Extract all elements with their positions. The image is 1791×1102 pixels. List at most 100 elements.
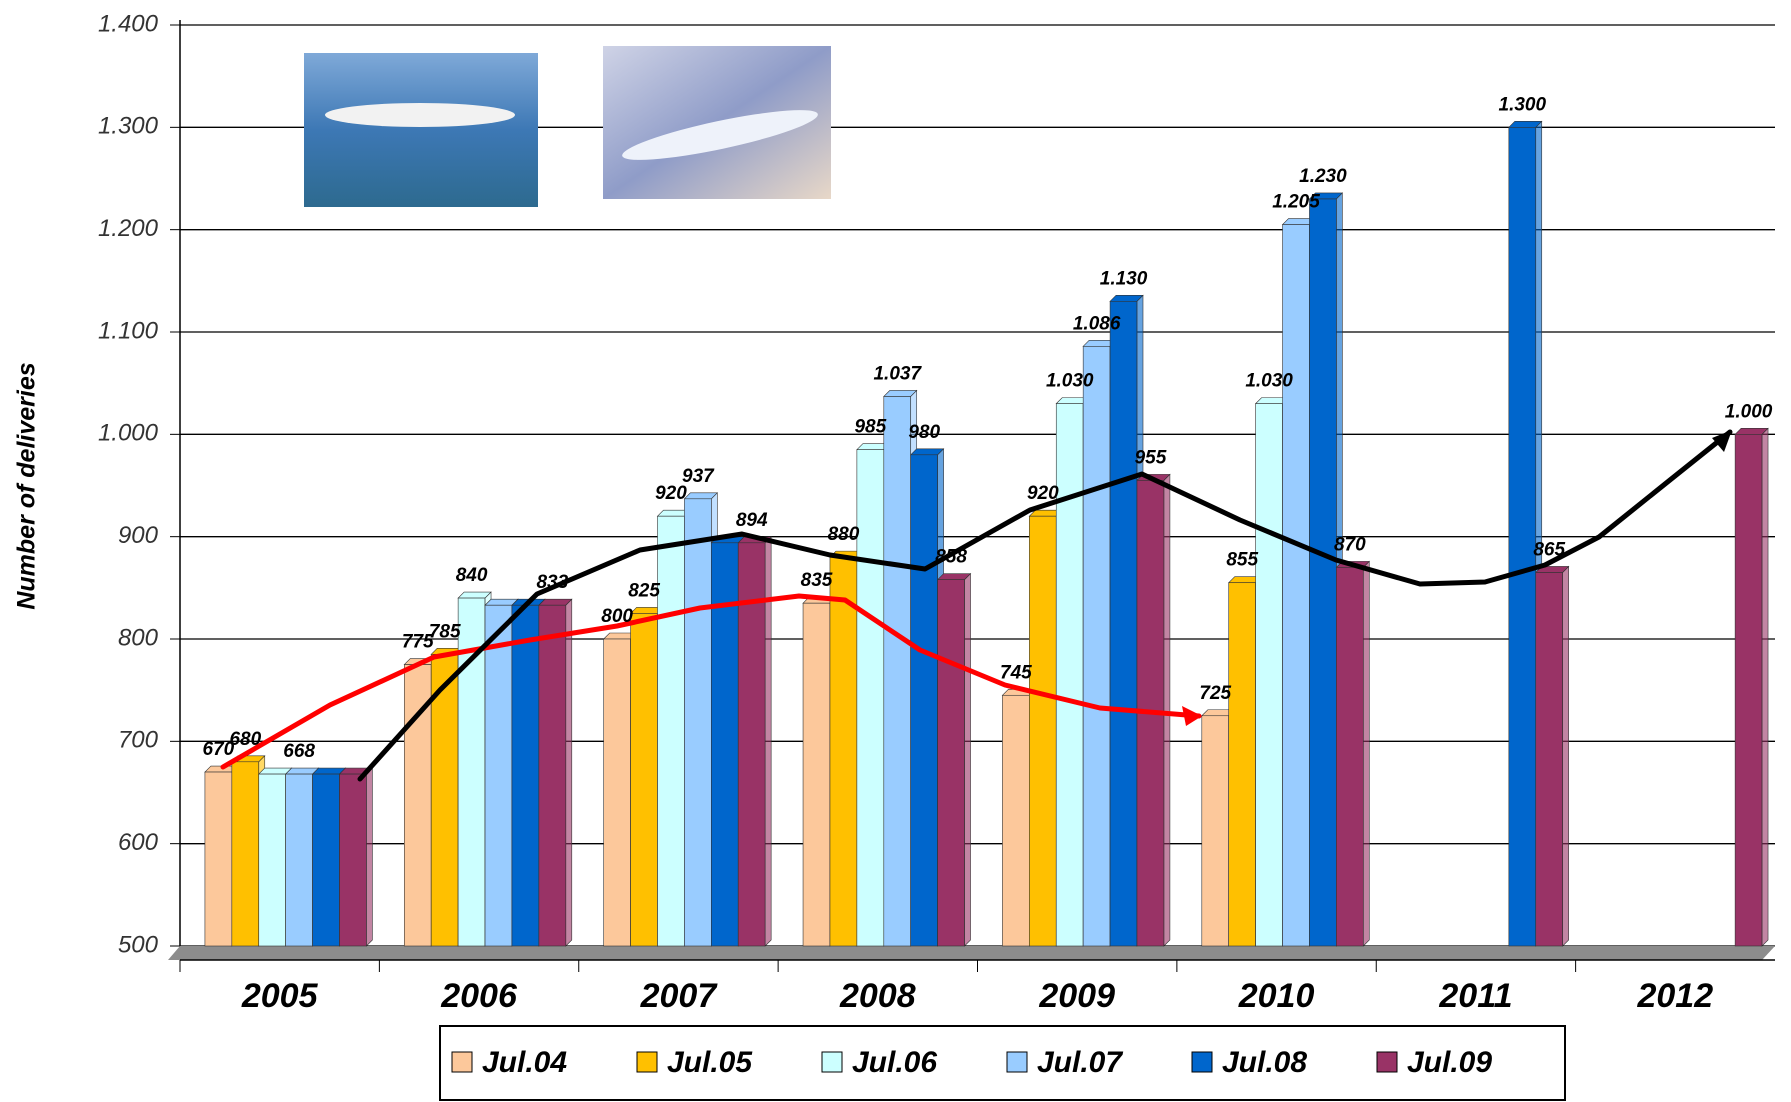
- legend-swatch: [1191, 1051, 1213, 1073]
- legend-label: Jul.09: [1407, 1046, 1492, 1079]
- value-label: 668: [283, 741, 315, 762]
- value-label: 825: [628, 580, 660, 601]
- bar: [1055, 403, 1084, 947]
- arrow-head: [1182, 706, 1202, 726]
- x-tick-label: 2009: [1038, 977, 1115, 1015]
- bar: [339, 773, 367, 947]
- value-label: 833: [536, 572, 568, 593]
- y-tick-label: 1.300: [98, 113, 159, 140]
- bar: [312, 773, 340, 947]
- bar-side: [1362, 560, 1370, 947]
- x-tick-label: 2011: [1438, 977, 1512, 1015]
- floor: [168, 946, 1775, 960]
- value-label: 1.086: [1073, 313, 1121, 334]
- bar: [1029, 515, 1057, 947]
- bar: [937, 579, 965, 947]
- bar: [1255, 403, 1283, 947]
- bar: [910, 454, 938, 947]
- value-label: 1.300: [1499, 94, 1547, 115]
- value-label: 725: [1199, 683, 1231, 704]
- legend-swatch: [636, 1051, 658, 1073]
- bar: [657, 515, 685, 947]
- value-label: 1.000: [1725, 401, 1773, 422]
- value-label: 920: [655, 483, 687, 504]
- y-tick-label: 1.400: [98, 10, 159, 37]
- y-tick-label: 900: [118, 522, 159, 549]
- x-tick-label: 2006: [440, 977, 518, 1015]
- legend-label: Jul.06: [852, 1046, 937, 1079]
- y-tick-label: 600: [118, 829, 159, 856]
- bar: [511, 604, 540, 947]
- bar: [1002, 694, 1030, 947]
- legend-items: Jul.04 Jul.05 Jul.06 Jul.07 Jul.08 Jul.09: [451, 1046, 1492, 1079]
- value-label: 920: [1027, 483, 1059, 504]
- bar-side: [1163, 473, 1171, 947]
- value-label: 865: [1533, 539, 1565, 560]
- airplane-image: [304, 53, 538, 207]
- y-tick-label: 700: [118, 727, 159, 754]
- bar: [1508, 127, 1537, 947]
- value-label: 980: [908, 422, 940, 443]
- legend-swatch: [451, 1051, 473, 1073]
- y-axis-title: Number of deliveries: [13, 362, 41, 609]
- bar: [737, 542, 766, 947]
- bar: [630, 613, 658, 947]
- bar: [883, 396, 912, 947]
- bar: [1201, 715, 1230, 947]
- bar-side: [565, 598, 573, 947]
- y-tick-label: 800: [118, 624, 159, 651]
- legend-label: Jul.05: [667, 1046, 753, 1079]
- value-label: 680: [229, 729, 261, 750]
- bar: [603, 638, 631, 947]
- y-tick-label: 1.000: [98, 420, 159, 447]
- value-label: 894: [736, 510, 768, 531]
- value-label: 835: [801, 570, 833, 591]
- legend-swatch: [1376, 1051, 1398, 1073]
- bar: [231, 761, 260, 947]
- value-label: 745: [1000, 662, 1032, 683]
- bar: [1082, 346, 1111, 947]
- value-label: 840: [456, 565, 488, 586]
- bar: [1309, 198, 1337, 947]
- bar: [484, 604, 513, 947]
- bar: [1228, 582, 1256, 947]
- value-label: 1.230: [1299, 166, 1347, 187]
- value-label: 1.037: [873, 363, 922, 384]
- value-label: 800: [601, 606, 633, 627]
- trend-line-black: [357, 429, 1733, 782]
- arrow-head: [1712, 430, 1732, 452]
- bar: [1109, 300, 1138, 947]
- bar: [711, 542, 739, 947]
- value-label: 670: [203, 739, 235, 760]
- y-tick-label: 1.200: [98, 215, 159, 242]
- bar-side: [964, 572, 971, 947]
- x-tick-label: 2012: [1636, 977, 1713, 1015]
- bar-side: [1761, 427, 1769, 947]
- airplane-shape: [622, 110, 818, 160]
- x-tick-label: 2005: [241, 977, 319, 1015]
- bar: [204, 771, 233, 947]
- legend-swatch: [1006, 1051, 1028, 1073]
- legend-label: Jul.07: [1037, 1046, 1123, 1079]
- bar: [856, 449, 885, 947]
- value-label: 1.205: [1272, 192, 1320, 213]
- y-tick-label: 500: [118, 931, 159, 958]
- value-label: 870: [1334, 534, 1366, 555]
- bar: [1282, 224, 1310, 947]
- airplane-shape: [325, 103, 515, 127]
- bar: [1535, 572, 1563, 947]
- bar: [802, 602, 831, 947]
- value-label: 775: [402, 632, 434, 653]
- bar: [1734, 434, 1763, 947]
- bar: [684, 498, 712, 947]
- bar: [538, 604, 567, 947]
- bar-side: [366, 767, 373, 947]
- legend-swatch: [821, 1051, 843, 1073]
- value-label: 1.130: [1100, 268, 1148, 289]
- x-tick-label: 2010: [1238, 977, 1315, 1015]
- value-label: 1.030: [1245, 371, 1293, 392]
- value-label: 955: [1135, 447, 1167, 468]
- y-tick-label: 1.100: [98, 317, 159, 344]
- trend-line-red: [220, 593, 1202, 770]
